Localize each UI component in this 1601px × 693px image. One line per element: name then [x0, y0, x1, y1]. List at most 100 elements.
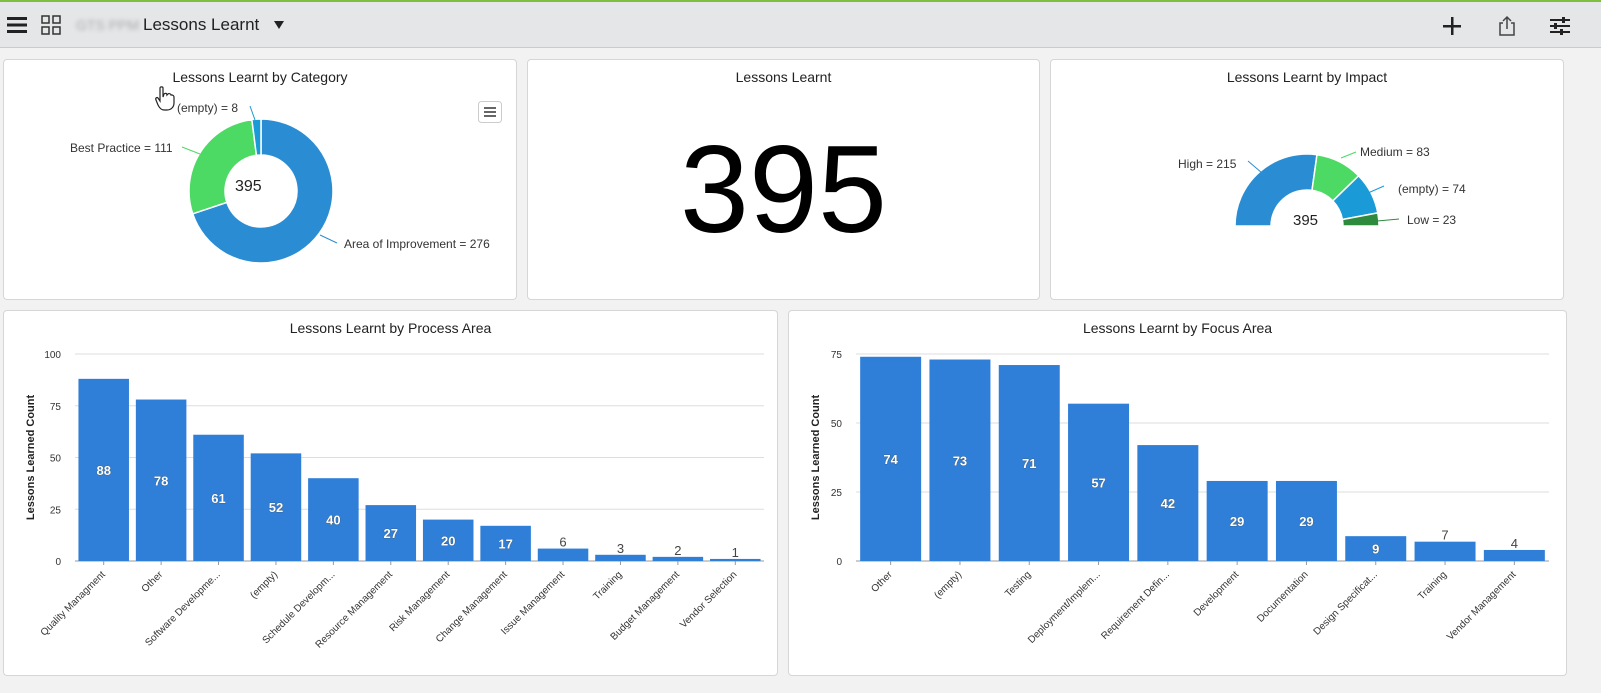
focus-area-panel: Lessons Learnt by Focus Area 0 25 50 75 Less…	[788, 310, 1567, 676]
bar-value-label: 78	[154, 473, 168, 488]
bar[interactable]	[308, 478, 359, 561]
bar[interactable]	[480, 525, 531, 561]
panel-title: Lessons Learnt	[735, 69, 832, 85]
bar-value-label: 2	[674, 543, 681, 558]
leader-line	[319, 234, 338, 244]
total-lessons-value[interactable]: 395	[680, 121, 887, 259]
leader-line	[249, 105, 256, 121]
panel-title: Lessons Learnt by Focus Area	[1082, 320, 1273, 336]
y-tick-label: 50	[831, 419, 843, 430]
bar-value-label: 6	[559, 535, 566, 550]
semi-donut-slices	[1234, 153, 1380, 227]
y-tick-label: 25	[831, 488, 843, 499]
bar[interactable]	[929, 359, 991, 561]
chart-menu-icon[interactable]	[478, 101, 502, 123]
x-tick-label: Development	[1192, 569, 1242, 619]
donut-center-total: 395	[235, 178, 262, 195]
bar-value-label: 74	[883, 452, 898, 467]
x-tick-label: Design Specificat...	[1312, 569, 1380, 637]
leader-line	[1376, 218, 1400, 222]
x-tick-label: Other	[140, 569, 166, 595]
impact-label-empty: (empty) = 74	[1398, 182, 1466, 196]
leader-line	[1340, 151, 1357, 159]
semi-donut-slice-high[interactable]	[1234, 153, 1318, 227]
bar[interactable]	[422, 519, 474, 561]
bar-value-label: 88	[96, 463, 110, 478]
bar-value-label: 17	[498, 536, 512, 551]
bar-value-label: 40	[326, 513, 340, 528]
y-tick-label: 100	[44, 350, 61, 361]
bar-value-label: 7	[1441, 528, 1448, 543]
y-tick-label: 75	[831, 350, 843, 361]
category-donut-panel: Lessons Learnt by Category 395 (empty) =…	[3, 59, 517, 300]
plus-icon[interactable]	[1442, 16, 1462, 36]
semi-donut-slice-low[interactable]	[1341, 212, 1380, 227]
panel-title: Lessons Learnt by Category	[172, 69, 348, 85]
y-tick-label: 75	[50, 402, 62, 413]
bar[interactable]	[365, 505, 417, 561]
bar-value-label: 52	[269, 500, 283, 515]
x-tick-label: Training	[1416, 569, 1449, 602]
bar[interactable]	[1068, 403, 1130, 561]
x-tick-label: Deployment/Implem...	[1026, 569, 1103, 646]
hand-cursor-icon	[155, 86, 175, 111]
bar[interactable]	[1414, 541, 1476, 561]
bar[interactable]	[135, 399, 187, 561]
x-tick-label: Risk Management	[388, 569, 453, 634]
bar[interactable]	[537, 548, 589, 561]
x-tick-label: Training	[592, 569, 625, 602]
caret-down-icon[interactable]	[273, 20, 285, 30]
panel-title: Lessons Learnt by Process Area	[289, 320, 492, 336]
grid-icon[interactable]	[41, 15, 61, 35]
bar-value-label: 42	[1161, 496, 1175, 511]
total-lessons-panel: Lessons Learnt 395	[527, 59, 1040, 300]
bar[interactable]	[1206, 480, 1268, 561]
bar-value-label: 57	[1091, 475, 1105, 490]
leader-line	[1247, 160, 1263, 174]
leader-line	[181, 146, 201, 155]
x-tick-label: (empty)	[248, 569, 280, 601]
settings-sliders-icon[interactable]	[1550, 16, 1570, 36]
bar-value-label: 27	[384, 526, 398, 541]
bar[interactable]	[1275, 480, 1337, 561]
x-tick-label: (empty)	[932, 569, 964, 601]
bar[interactable]	[193, 434, 244, 561]
impact-label-low: Low = 23	[1407, 213, 1457, 227]
panel-title: Lessons Learnt by Impact	[1226, 69, 1388, 85]
bar[interactable]	[998, 365, 1060, 561]
x-tick-label: Issue Management	[499, 569, 567, 637]
category-donut-chart	[181, 105, 338, 264]
dashboard-title[interactable]: GTS PPM Lessons Learnt	[76, 15, 259, 35]
bar[interactable]	[710, 558, 761, 561]
bar[interactable]	[1483, 549, 1545, 561]
page-title: Lessons Learnt	[143, 15, 260, 34]
bar-value-label: 4	[1511, 536, 1518, 551]
semi-donut-center-total: 395	[1293, 212, 1319, 229]
x-tick-label: Testing	[1003, 569, 1033, 599]
bar-value-label: 29	[1299, 514, 1313, 529]
donut-slice-best-practice[interactable]	[188, 118, 258, 215]
impact-label-high: High = 215	[1178, 157, 1237, 171]
bar[interactable]	[250, 453, 302, 561]
donut-label-best-practice: Best Practice = 111	[70, 141, 173, 155]
bar[interactable]	[595, 554, 646, 561]
y-tick-label: 25	[50, 505, 62, 516]
share-icon[interactable]	[1498, 15, 1516, 37]
bar[interactable]	[652, 556, 704, 561]
x-tick-label: Quality Managment	[39, 569, 108, 638]
bar-value-label: 9	[1372, 542, 1379, 557]
bar-value-label: 73	[953, 453, 967, 468]
bar-value-label: 3	[617, 541, 624, 556]
bar-value-label: 1	[732, 545, 739, 560]
donut-slice-area-of-improvement[interactable]	[191, 118, 334, 264]
impact-gauge-panel: Lessons Learnt by Impact 395 High = 215 …	[1050, 59, 1564, 300]
bar[interactable]	[1345, 536, 1407, 561]
hamburger-menu-icon[interactable]	[7, 16, 27, 34]
bar[interactable]	[78, 378, 129, 561]
y-tick-label: 0	[836, 557, 842, 568]
x-tick-label: Documentation	[1255, 569, 1310, 624]
y-axis-label: Lessons Learned Count	[810, 395, 822, 521]
bar[interactable]	[860, 356, 922, 561]
bar[interactable]	[1137, 445, 1199, 561]
